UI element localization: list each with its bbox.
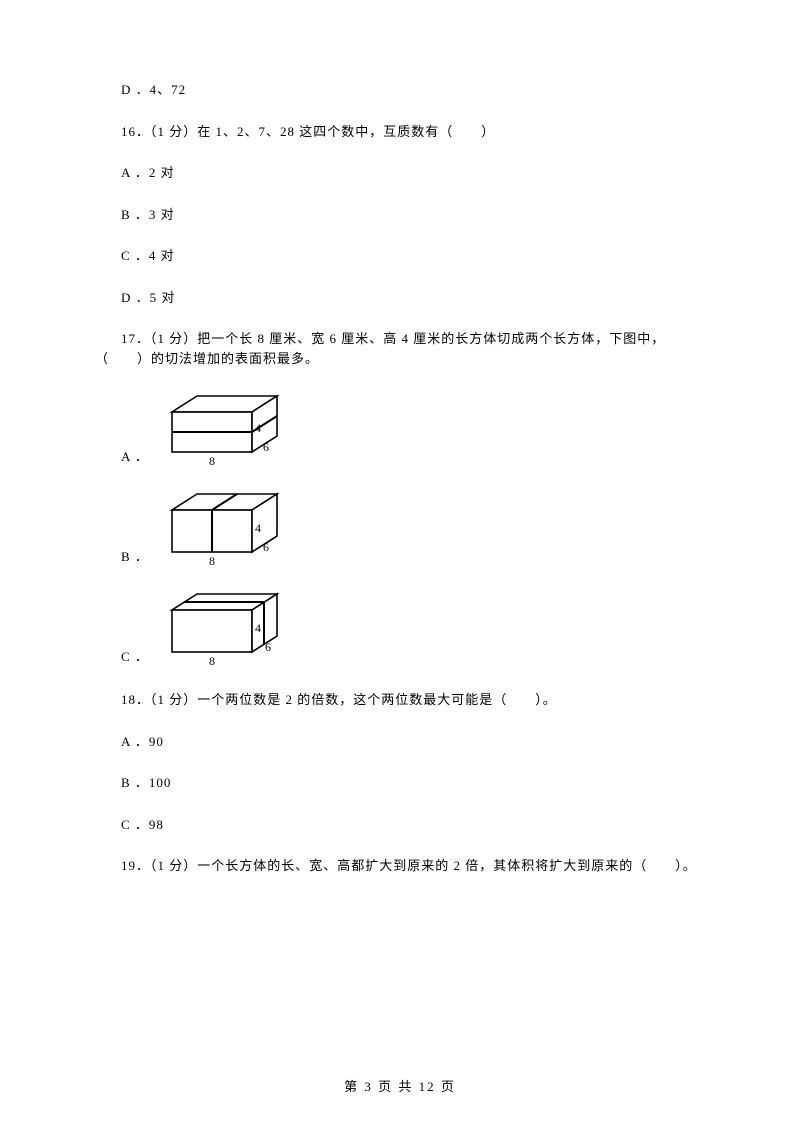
q17-option-b-label: B ． <box>121 547 149 567</box>
cuboid-horizontal-cut-icon: 8 6 4 <box>157 390 287 468</box>
svg-text:4: 4 <box>255 421 261 435</box>
q19-stem: 19．（1 分）一个长方体的长、宽、高都扩大到原来的 2 倍，其体积将扩大到原来… <box>95 856 705 876</box>
q17-option-a: A ． 8 6 4 <box>121 390 705 468</box>
q16-option-c: C ．4 对 <box>95 246 705 266</box>
q18-option-c: C ．98 <box>95 815 705 835</box>
q16-option-b: B ．3 对 <box>95 205 705 225</box>
page-footer: 第 3 页 共 12 页 <box>0 1077 800 1097</box>
q16-option-a: A ．2 对 <box>95 163 705 183</box>
svg-text:4: 4 <box>255 621 261 635</box>
cuboid-depth-cut-icon: 8 6 4 <box>157 590 287 668</box>
q18-option-b: B ．100 <box>95 773 705 793</box>
svg-text:8: 8 <box>209 654 215 668</box>
q17-stem: 17．（1 分）把一个长 8 厘米、宽 6 厘米、高 4 厘米的长方体切成两个长… <box>95 329 705 368</box>
q17-option-c: C ． 8 6 4 <box>121 590 705 668</box>
q17-option-c-label: C ． <box>121 647 149 667</box>
svg-text:6: 6 <box>263 440 269 454</box>
q18-option-a: A ．90 <box>95 732 705 752</box>
q18-stem: 18．（1 分）一个两位数是 2 的倍数，这个两位数最大可能是（ ）。 <box>95 690 705 710</box>
svg-text:6: 6 <box>265 640 271 654</box>
svg-text:8: 8 <box>209 454 215 468</box>
cuboid-vertical-cut-icon: 8 6 4 <box>157 490 287 568</box>
svg-text:8: 8 <box>209 554 215 568</box>
q17-option-b: B ． 8 6 4 <box>121 490 705 568</box>
q16-stem: 16．（1 分）在 1、2、7、28 这四个数中，互质数有（ ） <box>95 122 705 142</box>
q16-option-d: D ．5 对 <box>95 288 705 308</box>
svg-text:6: 6 <box>263 540 269 554</box>
svg-text:4: 4 <box>255 521 261 535</box>
q17-option-a-label: A ． <box>121 447 149 467</box>
option-d-prev: D ．4、72 <box>95 80 705 100</box>
